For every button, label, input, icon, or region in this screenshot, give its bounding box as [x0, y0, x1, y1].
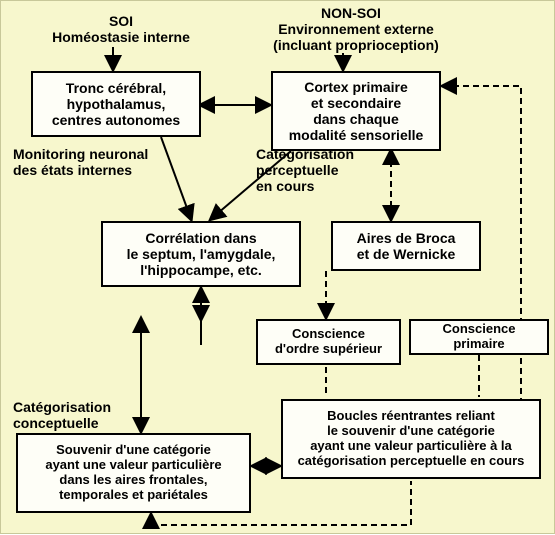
box-cons_sup: Conscienced'ordre supérieur — [256, 319, 401, 365]
soi-subtitle: Homéostasie interne — [31, 29, 211, 45]
diagram-canvas: SOIHoméostasie interne NON-SOIEnvironneme… — [0, 0, 555, 534]
box-cons_prim: Conscience primaire — [409, 319, 549, 355]
label-cat-percept: Catégorisationperceptuelleen cours — [256, 146, 406, 194]
soi-title: SOI — [61, 13, 181, 29]
box-boucles: Boucles réentrantes reliantle souvenir d… — [281, 399, 541, 479]
nonsoi-sub1: Environnement externe — [256, 21, 456, 37]
box-broca: Aires de Brocaet de Wernicke — [331, 221, 481, 271]
label-cat-concept: Catégorisationconceptuelle — [13, 399, 143, 431]
nonsoi-title: NON-SOI — [281, 5, 421, 21]
box-cortex: Cortex primaireet secondairedans chaquem… — [271, 71, 441, 151]
box-tronc: Tronc cérébral,hypothalamus,centres auto… — [31, 71, 201, 137]
box-correlation: Corrélation dansle septum, l'amygdale,l'… — [101, 221, 301, 287]
nonsoi-sub2: (incluant proprioception) — [256, 37, 456, 53]
box-souvenir: Souvenir d'une catégorieayant une valeur… — [16, 433, 251, 513]
label-monitoring: Monitoring neuronaldes états internes — [13, 146, 193, 178]
